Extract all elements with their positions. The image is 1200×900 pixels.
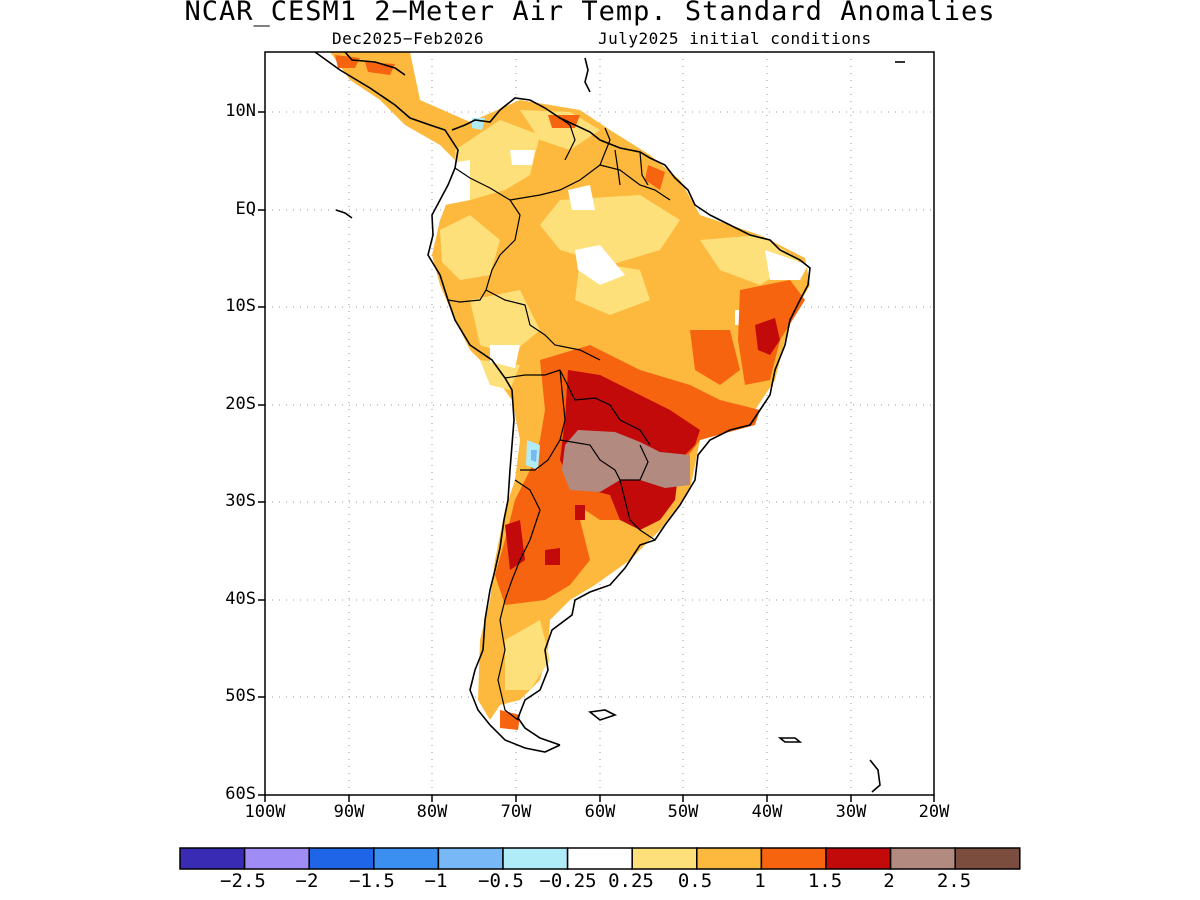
- colorbar-label: 2: [883, 870, 895, 892]
- colorbar-swatch: [373, 847, 440, 870]
- colorbar-swatch: [760, 847, 827, 870]
- colorbar-label: 2.5: [936, 870, 972, 892]
- lon-label-20w: 20W: [918, 802, 950, 822]
- lat-label-eq: EQ: [235, 199, 256, 219]
- colorbar-label: 1: [754, 870, 766, 892]
- colorbar-label: −1: [424, 870, 448, 892]
- lon-label-80w: 80W: [416, 802, 448, 822]
- colorbar-label: −1.5: [349, 870, 395, 892]
- lon-label-40w: 40W: [751, 802, 783, 822]
- colorbar-swatch: [696, 847, 763, 870]
- colorbar-swatch: [825, 847, 892, 870]
- lat-label-10n: 10N: [225, 101, 256, 121]
- lat-label-10s: 10S: [225, 296, 256, 316]
- colorbar-swatch: [954, 847, 1021, 870]
- country-borders: [447, 117, 671, 721]
- anomaly-025-05-patches: [440, 110, 800, 690]
- colorbar-swatch: [502, 847, 569, 870]
- colorbar-swatch: [631, 847, 698, 870]
- initial-conditions: July2025 initial conditions: [598, 29, 872, 48]
- lon-label-50w: 50W: [667, 802, 699, 822]
- colorbar-label: −0.25: [539, 870, 597, 892]
- lon-label-100w: 100W: [244, 802, 286, 822]
- colorbar: [179, 847, 1021, 870]
- colorbar-label: −2: [295, 870, 319, 892]
- colorbar-swatch: [308, 847, 375, 870]
- colorbar-swatch: [566, 847, 633, 870]
- lon-label-60w: 60W: [584, 802, 616, 822]
- colorbar-swatch: [243, 847, 310, 870]
- colorbar-swatch: [889, 847, 956, 870]
- lat-label-40s: 40S: [225, 589, 256, 609]
- map-title: NCAR_CESM1 2−Meter Air Temp. Standard An…: [184, 0, 996, 27]
- lat-label-30s: 30S: [225, 491, 256, 511]
- lat-label-60s: 60S: [225, 784, 256, 804]
- colorbar-label: 0.25: [608, 870, 654, 892]
- forecast-period: Dec2025−Feb2026: [332, 29, 484, 48]
- colorbar-swatch: [437, 847, 504, 870]
- lat-label-50s: 50S: [225, 686, 256, 706]
- colorbar-label: 1.5: [807, 870, 843, 892]
- colorbar-label: −0.5: [478, 870, 524, 892]
- lat-label-20s: 20S: [225, 394, 256, 414]
- lon-label-70w: 70W: [500, 802, 532, 822]
- lon-label-30w: 30W: [835, 802, 867, 822]
- lon-label-90w: 90W: [333, 802, 365, 822]
- colorbar-label: −2.5: [220, 870, 266, 892]
- colorbar-swatch: [179, 847, 246, 870]
- anomaly-2-25-region: [562, 430, 690, 492]
- colorbar-label: 0.5: [677, 870, 713, 892]
- anomaly-field: [330, 52, 810, 730]
- axis-ticks: [258, 111, 935, 802]
